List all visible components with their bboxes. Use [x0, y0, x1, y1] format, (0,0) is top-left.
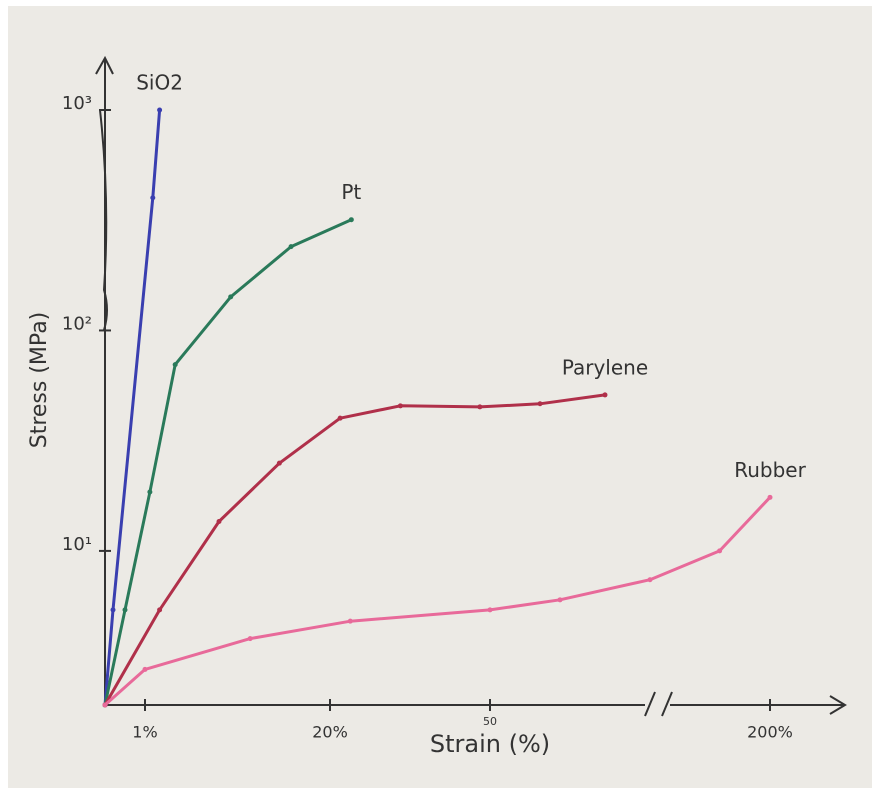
point	[147, 490, 152, 495]
y-tick-label: 10¹	[62, 534, 92, 555]
y-tick-label: 10³	[62, 93, 92, 114]
point	[111, 607, 116, 612]
point	[103, 703, 108, 708]
point	[143, 667, 148, 672]
paper	[8, 6, 872, 788]
series-label: Parylene	[562, 355, 648, 379]
x-tick-label: 20%	[312, 723, 348, 742]
point	[289, 244, 294, 249]
x-tick-label: 1%	[132, 723, 157, 742]
point	[349, 217, 354, 222]
point	[398, 403, 403, 408]
x-tick-label: 200%	[747, 723, 793, 742]
point	[538, 401, 543, 406]
series-label: Pt	[341, 180, 361, 204]
point	[150, 195, 155, 200]
point	[558, 597, 563, 602]
x-tick-label: 50	[483, 715, 497, 728]
point	[157, 108, 162, 113]
series-label: SiO2	[136, 71, 183, 95]
y-axis-title: Stress (MPa)	[27, 312, 52, 449]
point	[338, 416, 343, 421]
point	[123, 607, 128, 612]
point	[228, 294, 233, 299]
chart: Strain (%) Stress (MPa) 10¹ 10² 10³ 1% 20% 50…	[0, 0, 880, 794]
x-axis-title: Strain (%)	[430, 730, 550, 758]
point	[647, 577, 652, 582]
point	[277, 461, 282, 466]
point	[488, 607, 493, 612]
point	[602, 392, 607, 397]
series-label: Rubber	[734, 458, 806, 482]
point	[768, 495, 773, 500]
point	[248, 636, 253, 641]
point	[217, 519, 222, 524]
point	[348, 619, 353, 624]
point	[173, 362, 178, 367]
point	[477, 404, 482, 409]
point	[717, 548, 722, 553]
y-tick-label: 10²	[62, 313, 92, 334]
point	[157, 607, 162, 612]
